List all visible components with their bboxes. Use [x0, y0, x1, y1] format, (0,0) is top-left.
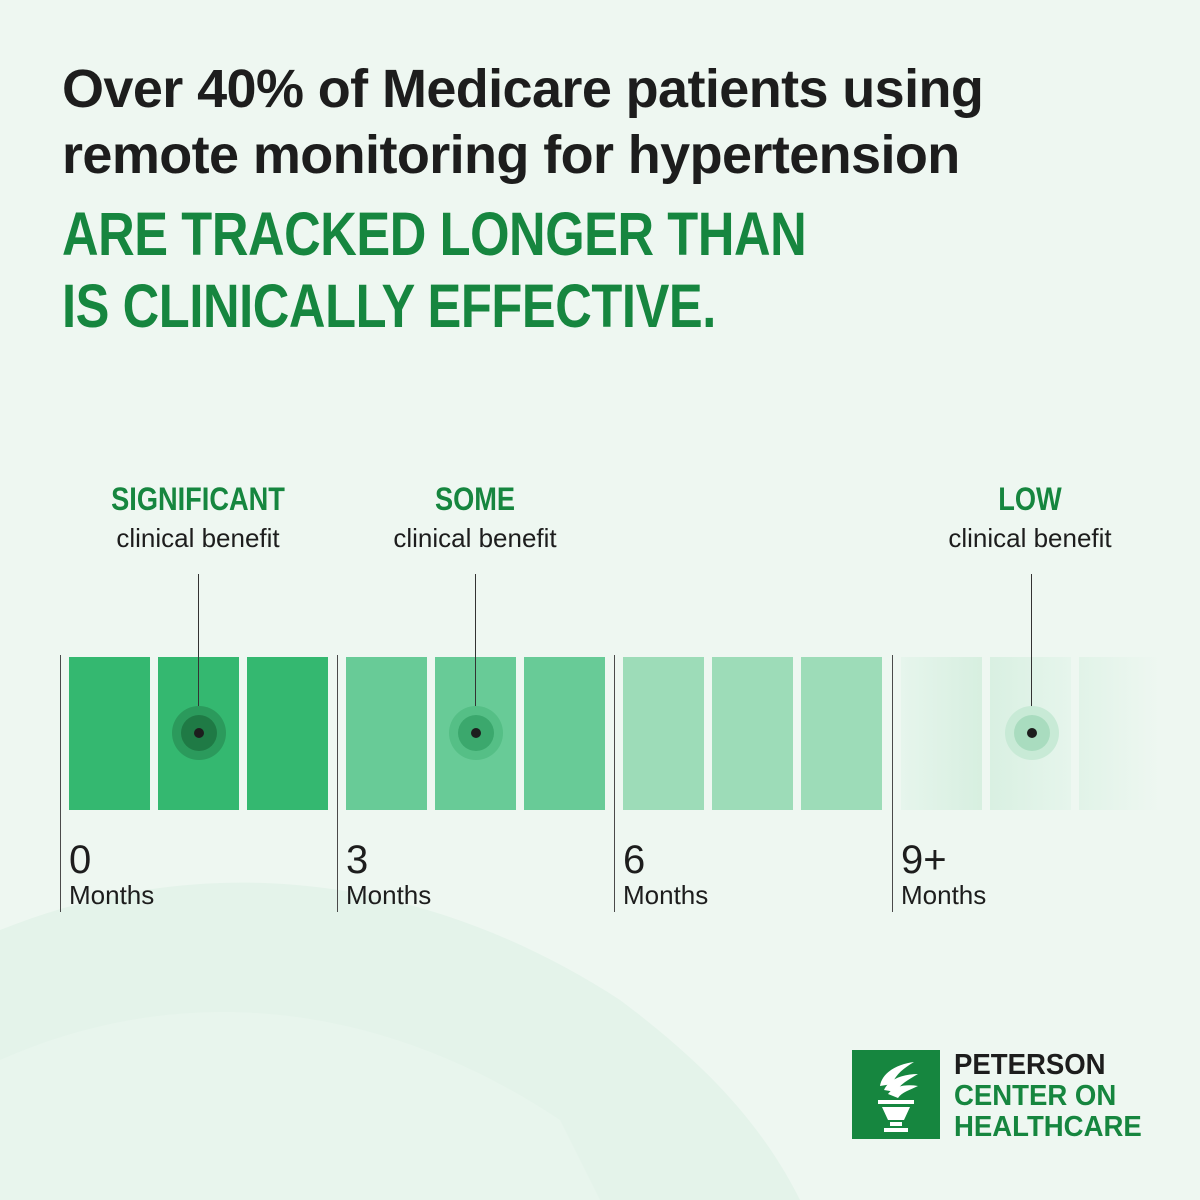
tick-unit: Months — [346, 880, 432, 910]
tick-value: 9+ — [901, 838, 947, 882]
logo-line-3: HEALTHCARE — [954, 1111, 1142, 1143]
timeline-tick-0: 0 Months — [69, 838, 269, 910]
timeline-tick-3: 3 Months — [346, 838, 546, 910]
timeline-divider — [892, 655, 893, 912]
benefit-text: clinical benefit — [948, 523, 1112, 553]
marker-dot-some — [446, 703, 506, 763]
tick-unit: Months — [623, 880, 709, 910]
marker-dot-low — [1002, 703, 1062, 763]
benefit-level: SIGNIFICANT — [111, 481, 285, 517]
benefit-label-low: LOW clinical benefit — [900, 480, 1160, 554]
logo-wordmark: PETERSON CENTER ON HEALTHCARE — [954, 1050, 1200, 1143]
headline-line-2: remote monitoring for hypertension — [62, 125, 960, 185]
tick-unit: Months — [901, 880, 987, 910]
peterson-logo: PETERSON CENTER ON HEALTHCARE — [852, 1050, 1172, 1143]
benefit-text: clinical benefit — [393, 523, 557, 553]
leader-line — [475, 574, 476, 734]
timeline-block — [712, 657, 793, 810]
tick-unit: Months — [69, 880, 155, 910]
benefit-text: clinical benefit — [116, 523, 280, 553]
tick-value: 0 — [69, 838, 92, 882]
benefit-label-some: SOME clinical benefit — [345, 480, 605, 554]
timeline-block — [623, 657, 704, 810]
headline: Over 40% of Medicare patients using remo… — [62, 56, 1162, 188]
timeline-block — [901, 657, 982, 810]
logo-line-2: CENTER ON — [954, 1080, 1117, 1112]
timeline-block — [346, 657, 427, 810]
timeline-block — [524, 657, 605, 810]
tick-value: 3 — [346, 838, 369, 882]
timeline-block — [69, 657, 150, 810]
timeline-tick-9plus: 9+ Months — [901, 838, 1101, 910]
marker-dot-significant — [169, 703, 229, 763]
benefit-level: LOW — [998, 481, 1062, 517]
tick-value: 6 — [623, 838, 646, 882]
timeline-divider — [614, 655, 615, 912]
leader-line — [1031, 574, 1032, 734]
leader-line — [198, 574, 199, 734]
emphasis-line-1: ARE TRACKED LONGER THAN — [62, 200, 807, 268]
logo-line-1: PETERSON — [954, 1049, 1106, 1081]
timeline-divider — [337, 655, 338, 912]
benefit-label-significant: SIGNIFICANT clinical benefit — [68, 480, 328, 554]
headline-emphasis: ARE TRACKED LONGER THAN IS CLINICALLY EF… — [62, 198, 975, 342]
timeline-block — [1079, 657, 1160, 810]
headline-line-1: Over 40% of Medicare patients using — [62, 59, 984, 119]
benefit-level: SOME — [434, 481, 516, 517]
timeline-block — [801, 657, 882, 810]
torch-icon — [852, 1050, 940, 1139]
emphasis-line-2: IS CLINICALLY EFFECTIVE. — [62, 272, 716, 340]
timeline-block — [247, 657, 328, 810]
timeline-tick-6: 6 Months — [623, 838, 823, 910]
timeline-divider — [60, 655, 61, 912]
